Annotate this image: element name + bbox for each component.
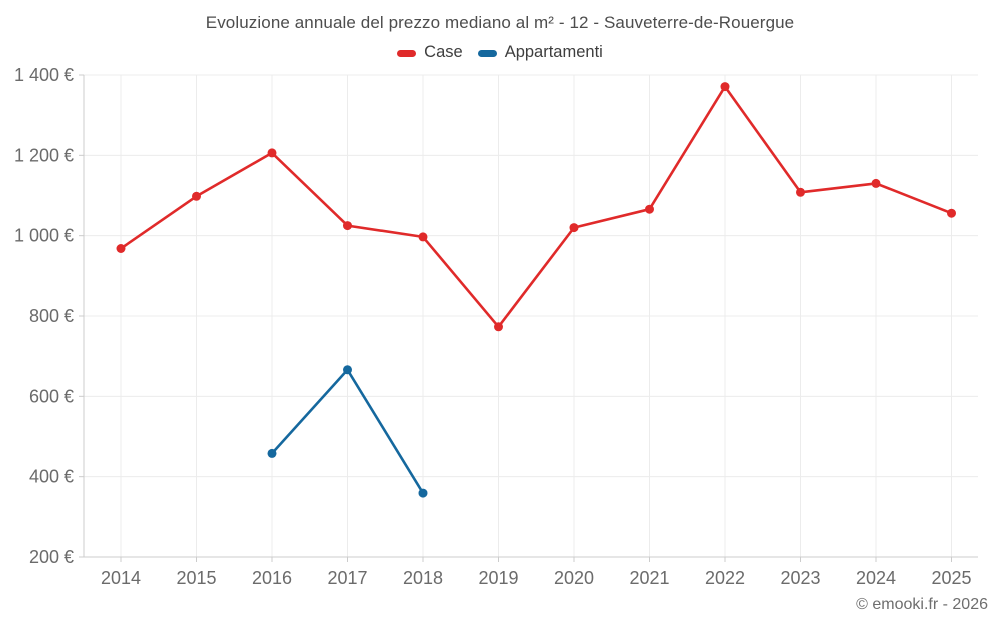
y-axis-label: 400 €	[29, 467, 74, 487]
y-axis-label: 1 000 €	[14, 226, 74, 246]
data-point-case-2015[interactable]	[192, 191, 201, 201]
y-axis-label: 600 €	[29, 386, 74, 406]
x-axis-label: 2014	[101, 568, 141, 588]
chart-legend: Case Appartamenti	[0, 43, 1000, 62]
legend-swatch-appartamenti	[477, 50, 497, 57]
x-axis-label: 2019	[478, 568, 518, 588]
x-axis-label: 2015	[176, 568, 216, 588]
data-point-case-2014[interactable]	[116, 244, 126, 253]
data-point-case-2024[interactable]	[871, 178, 881, 188]
x-axis-label: 2018	[403, 568, 443, 588]
y-axis-label: 200 €	[29, 547, 74, 567]
x-axis-label: 2025	[931, 568, 971, 588]
legend-swatch-case	[397, 50, 417, 57]
y-axis-label: 1 400 €	[14, 65, 74, 85]
data-point-case-2020[interactable]	[569, 223, 579, 233]
data-point-case-2018[interactable]	[418, 232, 428, 242]
data-point-appartamenti-2018[interactable]	[418, 488, 428, 498]
x-axis-label: 2016	[252, 568, 292, 588]
legend-item-appartamenti[interactable]: Appartamenti	[477, 43, 603, 62]
legend-label: Case	[424, 43, 463, 61]
x-axis-label: 2024	[856, 568, 896, 588]
copyright-credit: © emooki.fr - 2026	[856, 596, 988, 613]
x-axis-label: 2017	[327, 568, 367, 588]
data-point-case-2025[interactable]	[947, 208, 956, 218]
data-point-case-2017[interactable]	[343, 221, 352, 231]
x-axis-label: 2023	[780, 568, 820, 588]
legend-item-case[interactable]: Case	[397, 43, 463, 62]
series-line-case	[119, 85, 953, 329]
data-point-case-2022[interactable]	[720, 82, 730, 92]
y-axis-label: 1 200 €	[14, 145, 74, 165]
data-point-case-2016[interactable]	[267, 148, 277, 158]
x-axis-label: 2022	[705, 568, 745, 588]
chart-title: Evoluzione annuale del prezzo mediano al…	[205, 13, 795, 32]
y-axis-label: 800 €	[29, 306, 74, 326]
data-point-case-2019[interactable]	[494, 322, 503, 332]
data-point-case-2021[interactable]	[645, 204, 654, 214]
data-point-appartamenti-2017[interactable]	[343, 365, 352, 375]
x-axis-label: 2020	[554, 568, 594, 588]
x-axis-label: 2021	[629, 568, 669, 588]
data-point-appartamenti-2016[interactable]	[267, 448, 277, 458]
legend-label: Appartamenti	[504, 43, 603, 61]
data-point-case-2023[interactable]	[796, 187, 805, 197]
